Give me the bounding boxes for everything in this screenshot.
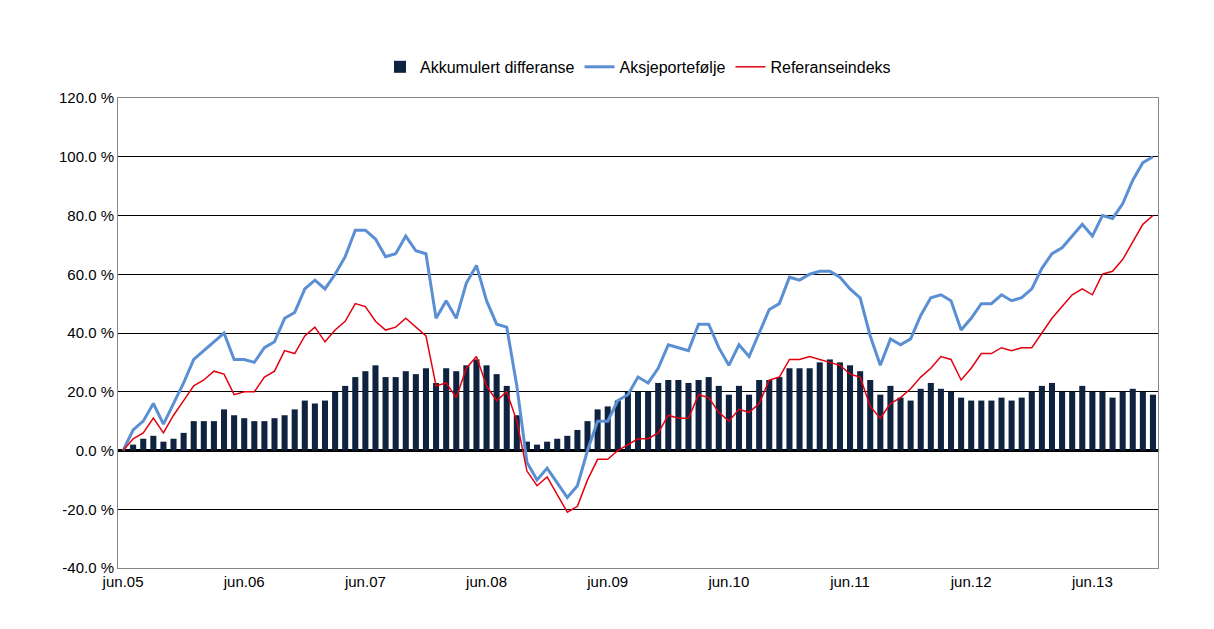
svg-text:-40.0 %: -40.0 % — [62, 559, 114, 576]
svg-text:40.0 %: 40.0 % — [67, 324, 114, 341]
svg-text:jun.12: jun.12 — [950, 573, 992, 590]
svg-text:jun.13: jun.13 — [1071, 573, 1113, 590]
svg-text:jun.07: jun.07 — [344, 573, 386, 590]
svg-text:80.0 %: 80.0 % — [67, 207, 114, 224]
svg-text:jun.08: jun.08 — [465, 573, 507, 590]
svg-text:Aksjeportefølje: Aksjeportefølje — [620, 59, 726, 76]
svg-text:120.0 %: 120.0 % — [59, 89, 114, 106]
svg-text:Referanseindeks: Referanseindeks — [770, 59, 890, 76]
svg-text:60.0 %: 60.0 % — [67, 266, 114, 283]
svg-text:jun.09: jun.09 — [586, 573, 628, 590]
svg-text:20.0 %: 20.0 % — [67, 383, 114, 400]
svg-text:jun.10: jun.10 — [707, 573, 749, 590]
svg-text:jun.06: jun.06 — [223, 573, 265, 590]
svg-text:Akkumulert differanse: Akkumulert differanse — [420, 59, 575, 76]
svg-text:jun.11: jun.11 — [829, 573, 870, 590]
svg-text:100.0 %: 100.0 % — [59, 148, 114, 165]
svg-text:0.0 %: 0.0 % — [76, 442, 114, 459]
svg-text:jun.05: jun.05 — [102, 573, 144, 590]
svg-text:-20.0 %: -20.0 % — [62, 501, 114, 518]
